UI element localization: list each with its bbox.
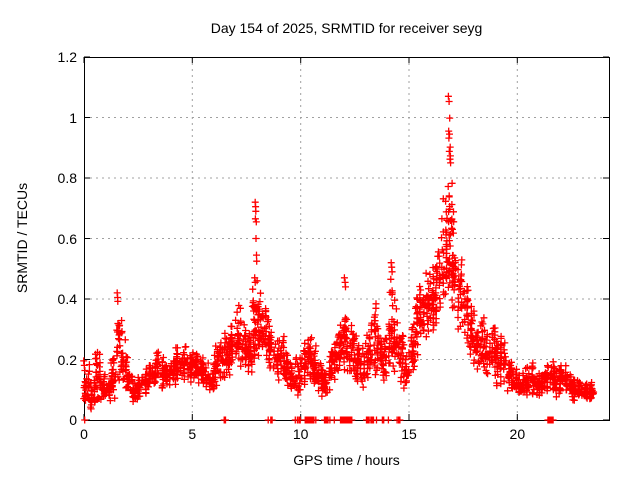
y-tick-label: 1.2	[57, 49, 77, 65]
y-tick-label: 0.2	[57, 351, 77, 368]
x-tick-label: 15	[401, 426, 417, 442]
x-tick-label: 0	[80, 426, 88, 442]
scatter-points	[80, 92, 598, 424]
y-tick-label: 0.8	[57, 170, 77, 186]
x-tick-label: 10	[292, 426, 309, 442]
chart-title: Day 154 of 2025, SRMTID for receiver sey…	[210, 20, 483, 36]
y-tick-label: 0	[69, 412, 77, 428]
x-tick-label: 5	[188, 426, 197, 442]
y-tick-label: 1	[69, 109, 77, 126]
x-tick-label: 20	[509, 426, 526, 442]
y-tick-label: 0.6	[57, 230, 77, 247]
y-tick-label: 0.4	[57, 291, 77, 307]
x-axis-label: GPS time / hours	[293, 452, 400, 468]
grid-lines	[84, 57, 609, 420]
